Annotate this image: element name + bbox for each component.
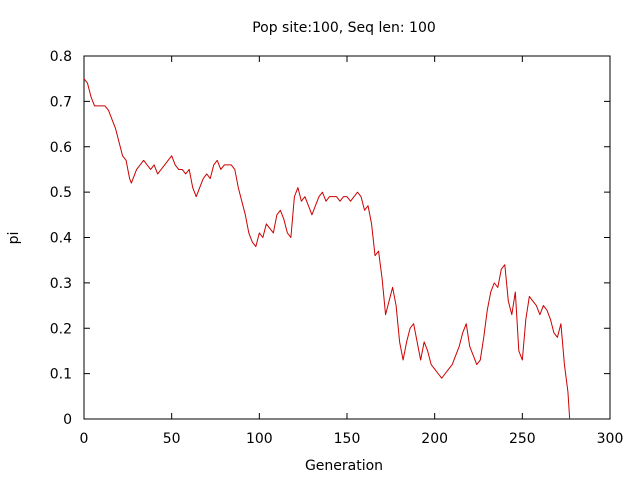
- y-axis-label: pi: [6, 232, 22, 245]
- x-axis-label: Generation: [305, 458, 383, 474]
- y-tick-label: 0.4: [50, 231, 72, 247]
- y-tick-label: 0.5: [50, 185, 72, 201]
- y-tick-label: 0.8: [50, 49, 72, 65]
- chart-title: Pop site:100, Seq len: 100: [252, 20, 436, 36]
- x-tick-label: 50: [163, 431, 181, 447]
- x-tick-label: 200: [421, 431, 448, 447]
- y-tick-label: 0.2: [50, 321, 72, 337]
- x-tick-label: 250: [509, 431, 536, 447]
- y-tick-label: 0: [63, 412, 72, 428]
- y-axis: 0 0.1 0.2 0.3 0.4 0.5 0.6 0.7 0.8: [50, 49, 610, 428]
- x-tick-label: 0: [80, 431, 89, 447]
- x-axis: 0 50 100 150 200 250 300: [80, 56, 624, 447]
- y-tick-label: 0.7: [50, 94, 72, 110]
- series-layer: [83, 78, 571, 420]
- y-tick-label: 0.1: [50, 367, 72, 383]
- y-tick-label: 0.6: [50, 140, 72, 156]
- x-tick-label: 300: [597, 431, 624, 447]
- y-tick-label: 0.3: [50, 276, 72, 292]
- series-line: [83, 78, 571, 420]
- x-tick-label: 100: [246, 431, 273, 447]
- x-tick-label: 150: [334, 431, 361, 447]
